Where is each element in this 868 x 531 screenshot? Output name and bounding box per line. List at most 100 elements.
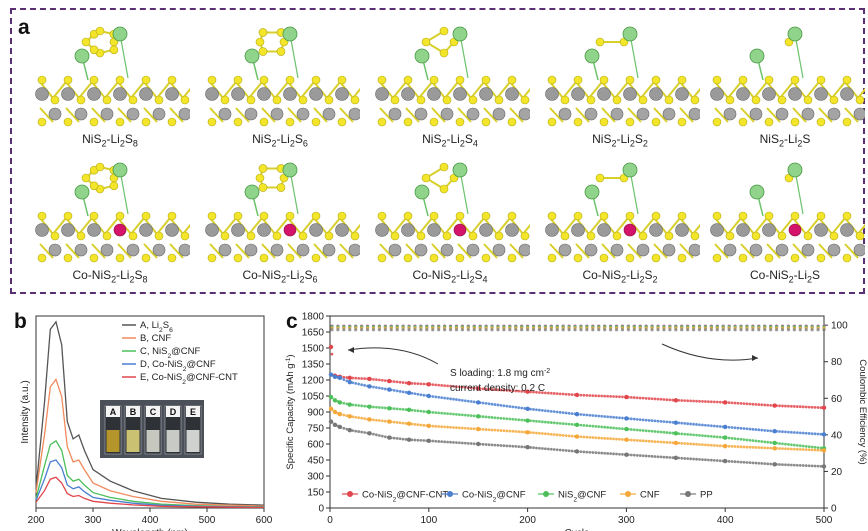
- capacity-point: [576, 450, 580, 453]
- capacity-point: [695, 399, 698, 403]
- capacity-point: [487, 415, 491, 419]
- capacity-point: [558, 392, 562, 396]
- capacity-point: [546, 432, 550, 436]
- capacity-point: [677, 441, 681, 445]
- capacity-point: [727, 425, 731, 429]
- capacity-point: [724, 444, 728, 448]
- capacity-point: [567, 393, 571, 396]
- spectrum-line: [35, 459, 265, 508]
- efficiency-point: [626, 328, 630, 332]
- capacity-point: [789, 430, 793, 434]
- capacity-point: [609, 452, 612, 456]
- capacity-point: [360, 416, 364, 420]
- capacity-point: [333, 375, 337, 379]
- capacity-point: [600, 425, 604, 429]
- x-tick-label: 300: [618, 515, 635, 526]
- sulfur-atom: [764, 75, 774, 85]
- capacity-point: [567, 449, 571, 453]
- capacity-point: [455, 412, 458, 416]
- capacity-point: [766, 462, 770, 466]
- slab-bond: [130, 81, 145, 99]
- capacity-point: [469, 400, 473, 403]
- capacity-point: [745, 445, 749, 449]
- capacity-point: [739, 445, 743, 449]
- sulfur-atom: [311, 117, 321, 127]
- efficiency-point: [733, 328, 737, 332]
- slab-bond: [714, 243, 729, 259]
- capacity-point: [730, 460, 734, 463]
- sulfur-atom: [738, 211, 748, 221]
- capacity-point: [807, 405, 811, 409]
- nickel-atom: [736, 223, 750, 237]
- nickel-atom: [375, 223, 389, 237]
- sulfur-atom: [520, 95, 530, 105]
- slab-bond: [287, 107, 302, 123]
- nickel-atom: [492, 107, 506, 121]
- capacity-point: [742, 402, 746, 406]
- capacity-point: [704, 458, 707, 462]
- sulfur-atom: [816, 211, 826, 221]
- capacity-point: [745, 438, 749, 442]
- sulfur-atom: [829, 231, 839, 241]
- capacity-point: [736, 460, 740, 464]
- capacity-point: [712, 424, 716, 428]
- capacity-point: [781, 463, 784, 467]
- capacity-point: [520, 406, 524, 410]
- capacity-point: [789, 447, 793, 451]
- capacity-point: [600, 436, 604, 440]
- y-tick-label: 900: [307, 408, 324, 419]
- legend-label: PP: [700, 490, 713, 501]
- capacity-point: [618, 452, 621, 456]
- sulfur-atom: [442, 231, 452, 241]
- li-bond: [629, 169, 639, 215]
- nickel-atom: [218, 243, 232, 257]
- sulfur-atom: [625, 253, 635, 263]
- capacity-point: [751, 439, 755, 442]
- sulfur-atom: [233, 117, 243, 127]
- nickel-atom: [723, 107, 737, 121]
- slab-bond: [627, 243, 642, 259]
- nickel-atom: [505, 87, 519, 101]
- capacity-point: [541, 447, 544, 450]
- capacity-point: [342, 401, 346, 405]
- capacity-point: [792, 431, 796, 434]
- lithium-atom: [452, 26, 468, 42]
- capacity-point: [469, 442, 473, 445]
- capacity-point: [401, 390, 405, 394]
- capacity-point: [653, 455, 657, 458]
- nickel-atom: [244, 243, 258, 257]
- capacity-point: [784, 442, 787, 446]
- nickel-atom: [649, 223, 663, 237]
- capacity-point: [564, 392, 568, 396]
- capacity-point: [460, 426, 464, 430]
- capacity-point: [819, 448, 823, 452]
- capacity-point: [532, 419, 535, 423]
- capacity-point: [680, 432, 684, 436]
- capacity-point: [360, 404, 364, 408]
- efficiency-point: [680, 328, 684, 332]
- lithium-atom: [282, 26, 298, 42]
- capacity-point: [508, 429, 512, 433]
- capacity-point: [635, 439, 639, 442]
- sulfur-atom: [455, 75, 465, 85]
- slab-bond: [457, 107, 472, 123]
- capacity-point: [398, 389, 402, 393]
- capacity-point: [558, 448, 562, 452]
- efficiency-point: [561, 328, 565, 332]
- slab-bond: [169, 107, 184, 123]
- efficiency-point: [549, 328, 553, 332]
- nickel-atom: [710, 223, 724, 237]
- capacity-point: [496, 443, 500, 447]
- capacity-point: [680, 421, 684, 425]
- capacity-point: [410, 408, 414, 412]
- nickel-atom: [283, 87, 297, 101]
- capacity-point: [422, 410, 426, 413]
- capacity-point: [644, 418, 648, 422]
- sulfur-atom: [560, 95, 570, 105]
- capacity-point: [813, 432, 817, 436]
- capacity-point: [541, 391, 544, 395]
- sulfur-atom: [638, 95, 648, 105]
- capacity-point: [650, 419, 654, 423]
- nickel-atom: [205, 223, 219, 237]
- capacity-point: [733, 426, 737, 430]
